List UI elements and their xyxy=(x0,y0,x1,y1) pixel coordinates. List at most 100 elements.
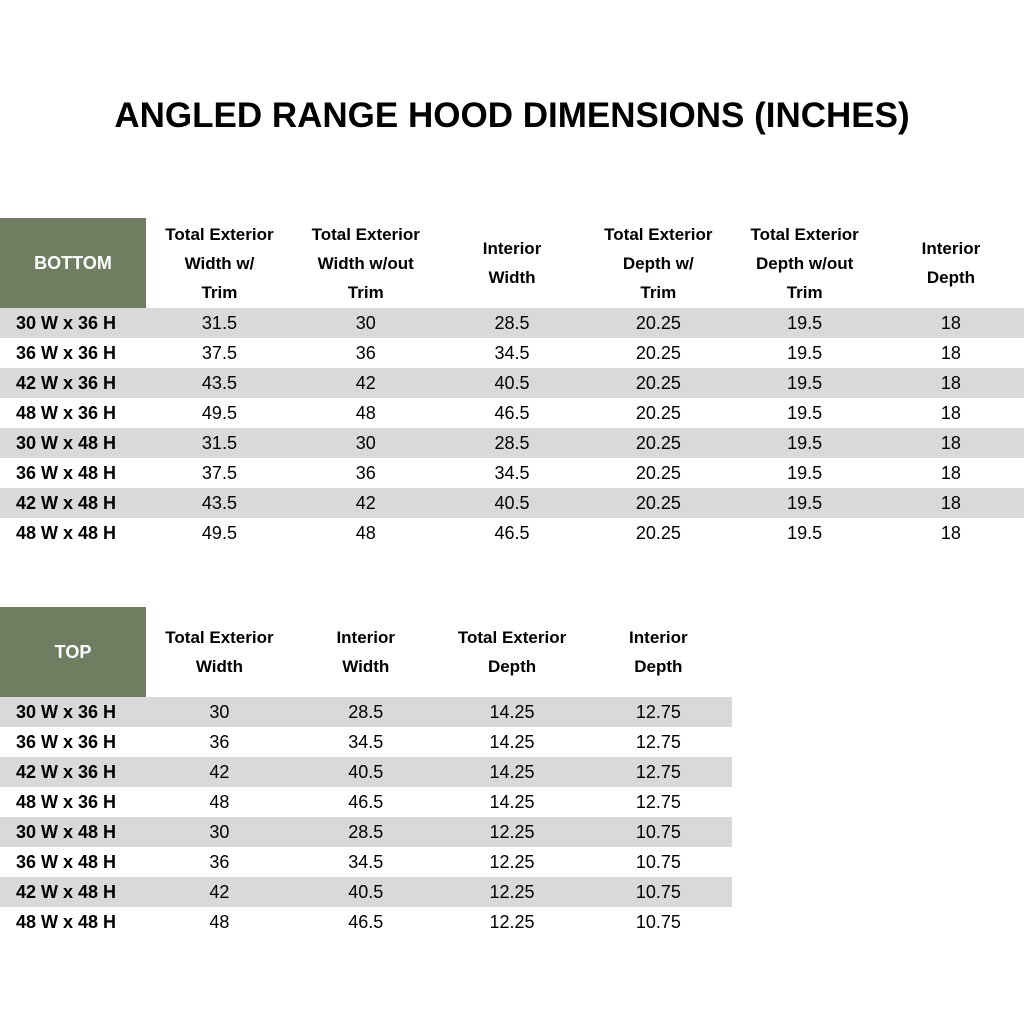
cell: 14.25 xyxy=(489,762,535,782)
cell: 28.5 xyxy=(494,433,530,453)
header-line: Width xyxy=(342,657,390,676)
header-line: Trim xyxy=(640,282,677,302)
cell: 46.5 xyxy=(494,523,530,543)
row-label: 30 W x 48 H xyxy=(16,822,117,842)
cell: 20.25 xyxy=(635,403,681,423)
header-line: Interior xyxy=(921,239,981,258)
header-line: Width xyxy=(195,657,243,676)
header-line: Trim xyxy=(347,282,384,302)
header-line: Interior xyxy=(336,628,396,647)
cell: 36 xyxy=(209,732,230,752)
row-label: 42 W x 48 H xyxy=(16,493,117,513)
cell: 20.25 xyxy=(635,463,681,483)
cell: 14.25 xyxy=(489,792,535,812)
header-line: Width xyxy=(488,268,536,287)
cell: 31.5 xyxy=(201,313,237,333)
header-line: Trim xyxy=(201,282,238,302)
column-header: Total Exterior Width xyxy=(146,607,292,697)
cell: 42 xyxy=(355,493,376,513)
title: ANGLED RANGE HOOD DIMENSIONS (INCHES) xyxy=(114,96,910,135)
cell: 40.5 xyxy=(348,762,384,782)
cell: 10.75 xyxy=(635,912,681,932)
cell: 40.5 xyxy=(348,882,384,902)
cell: 18 xyxy=(940,403,961,423)
cell: 20.25 xyxy=(635,493,681,513)
header-line: Interior xyxy=(629,628,688,647)
cell: 43.5 xyxy=(201,493,237,513)
header-line: Total Exterior xyxy=(604,224,713,244)
cell: 48 xyxy=(355,523,376,543)
cell: 46.5 xyxy=(348,792,384,812)
cell: 12.75 xyxy=(635,792,681,812)
cell: 18 xyxy=(940,493,961,513)
cell: 46.5 xyxy=(348,912,384,932)
cell: 19.5 xyxy=(787,493,823,513)
header-line: Width w/out xyxy=(317,253,414,273)
cell: 34.5 xyxy=(494,463,530,483)
cell: 36 xyxy=(355,343,376,363)
cell: 20.25 xyxy=(635,373,681,393)
header-line: Total Exterior xyxy=(311,224,420,244)
cell: 12.25 xyxy=(489,912,535,932)
cell: 36 xyxy=(355,463,376,483)
header-line: Trim xyxy=(786,282,823,302)
column-header: Total Exterior Depth w/Trim xyxy=(585,218,731,308)
column-header: Total Exterior Width w/Trim xyxy=(146,218,292,308)
row-background xyxy=(0,488,1024,518)
cell: 18 xyxy=(940,523,961,543)
row-label: 36 W x 36 H xyxy=(16,343,117,363)
cell: 18 xyxy=(940,373,961,393)
cell: 30 xyxy=(355,433,376,453)
cell: 28.5 xyxy=(348,702,384,722)
column-header: Interior Depth xyxy=(585,607,731,697)
header-line: Depth w/ xyxy=(622,253,694,273)
cell: 19.5 xyxy=(787,403,823,423)
cell: 12.25 xyxy=(489,852,535,872)
row-label: 42 W x 36 H xyxy=(16,373,117,393)
cell: 34.5 xyxy=(494,343,530,363)
row-label: 48 W x 36 H xyxy=(16,403,117,423)
cell: 20.25 xyxy=(635,313,681,333)
row-background xyxy=(0,368,1024,398)
row-label: 48 W x 48 H xyxy=(16,912,117,932)
cell: 20.25 xyxy=(635,343,681,363)
cell: 10.75 xyxy=(635,852,681,872)
cell: 19.5 xyxy=(787,343,823,363)
row-label: 48 W x 36 H xyxy=(16,792,117,812)
cell: 43.5 xyxy=(201,373,237,393)
cell: 19.5 xyxy=(787,433,823,453)
cell: 19.5 xyxy=(787,373,823,393)
header-line: Width w/ xyxy=(184,253,255,273)
cell: 10.75 xyxy=(635,822,681,842)
header-line: Total Exterior xyxy=(165,224,274,244)
cell: 30 xyxy=(209,822,230,842)
row-background xyxy=(0,877,732,907)
header-line: Interior xyxy=(482,239,542,258)
table-label: TOP xyxy=(0,607,146,697)
cell: 19.5 xyxy=(787,523,823,543)
cell: 18 xyxy=(940,313,961,333)
column-header: Total Exterior Width w/out Trim xyxy=(293,218,439,308)
column-header: Interior Depth xyxy=(878,218,1024,308)
cell: 14.25 xyxy=(489,702,535,722)
row-background xyxy=(0,428,1024,458)
cell: 12.25 xyxy=(489,882,535,902)
cell: 30 xyxy=(355,313,376,333)
row-label: 42 W x 48 H xyxy=(16,882,117,902)
row-label: 36 W x 36 H xyxy=(16,732,117,752)
cell: 12.75 xyxy=(635,702,681,722)
column-header: Interior Width xyxy=(439,218,585,308)
cell: 42 xyxy=(209,882,230,902)
cell: 42 xyxy=(209,762,230,782)
cell: 34.5 xyxy=(348,732,384,752)
cell: 10.75 xyxy=(635,882,681,902)
cell: 31.5 xyxy=(201,433,237,453)
row-label: 36 W x 48 H xyxy=(16,852,117,872)
cell: 12.25 xyxy=(489,822,535,842)
row-label: 30 W x 36 H xyxy=(16,313,117,333)
cell: 37.5 xyxy=(201,343,237,363)
header-line: Depth xyxy=(634,657,683,676)
header-line: Total Exterior xyxy=(750,224,859,244)
row-label: 30 W x 48 H xyxy=(16,433,117,453)
